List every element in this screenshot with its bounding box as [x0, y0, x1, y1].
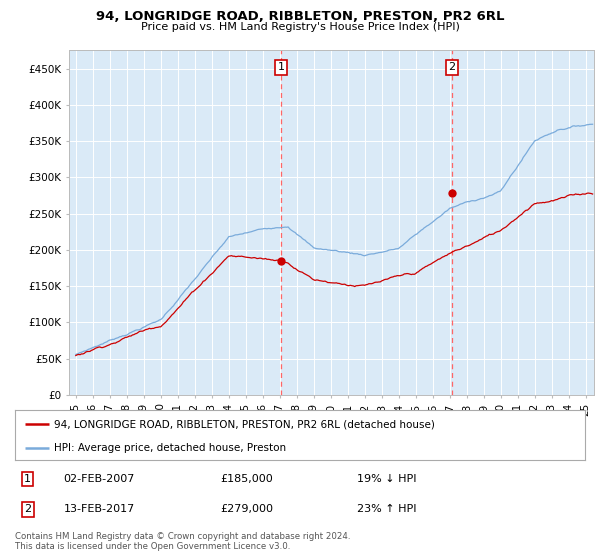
Text: 94, LONGRIDGE ROAD, RIBBLETON, PRESTON, PR2 6RL: 94, LONGRIDGE ROAD, RIBBLETON, PRESTON, …: [96, 10, 504, 23]
Text: HPI: Average price, detached house, Preston: HPI: Average price, detached house, Pres…: [54, 443, 286, 452]
Text: £185,000: £185,000: [220, 474, 273, 484]
Text: Price paid vs. HM Land Registry's House Price Index (HPI): Price paid vs. HM Land Registry's House …: [140, 22, 460, 32]
Text: £279,000: £279,000: [220, 505, 273, 515]
Text: 1: 1: [278, 63, 284, 72]
Text: 2: 2: [24, 505, 31, 515]
Text: 1: 1: [24, 474, 31, 484]
Text: 94, LONGRIDGE ROAD, RIBBLETON, PRESTON, PR2 6RL (detached house): 94, LONGRIDGE ROAD, RIBBLETON, PRESTON, …: [54, 419, 434, 429]
Text: 02-FEB-2007: 02-FEB-2007: [64, 474, 135, 484]
Text: 23% ↑ HPI: 23% ↑ HPI: [357, 505, 416, 515]
Text: 19% ↓ HPI: 19% ↓ HPI: [357, 474, 416, 484]
Text: 13-FEB-2017: 13-FEB-2017: [64, 505, 134, 515]
Text: Contains HM Land Registry data © Crown copyright and database right 2024.
This d: Contains HM Land Registry data © Crown c…: [15, 532, 350, 552]
Text: 2: 2: [448, 63, 455, 72]
